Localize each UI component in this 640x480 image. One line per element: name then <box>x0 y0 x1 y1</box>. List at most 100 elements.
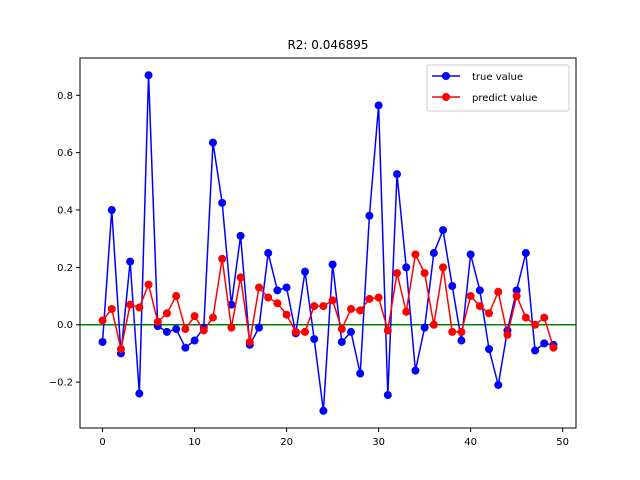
data-point-true-value <box>475 286 484 295</box>
data-point-predict-value <box>319 302 328 311</box>
data-point-predict-value <box>245 337 254 346</box>
data-point-predict-value <box>98 316 107 325</box>
data-point-true-value <box>457 336 466 345</box>
data-point-predict-value <box>494 287 503 296</box>
legend-label-predict-value: predict value <box>472 93 537 104</box>
data-point-true-value <box>429 249 438 258</box>
data-point-predict-value <box>172 292 181 301</box>
data-point-true-value <box>337 337 346 346</box>
data-point-predict-value <box>199 326 208 335</box>
plot-frame <box>79 57 577 429</box>
data-point-true-value <box>126 257 135 266</box>
data-point-predict-value <box>347 304 356 313</box>
data-point-predict-value <box>264 293 273 302</box>
y-tick-label: −0.2 <box>49 378 73 389</box>
data-point-true-value <box>254 323 263 332</box>
data-point-predict-value <box>374 293 383 302</box>
data-point-true-value <box>402 263 411 272</box>
data-point-predict-value <box>126 300 135 309</box>
data-point-predict-value <box>402 307 411 316</box>
x-tick-label: 40 <box>464 437 477 448</box>
data-point-true-value <box>282 283 291 292</box>
data-point-predict-value <box>365 294 374 303</box>
data-point-predict-value <box>448 327 457 336</box>
data-point-true-value <box>411 366 420 375</box>
legend-label-true-value: true value <box>472 72 523 83</box>
data-point-predict-value <box>383 326 392 335</box>
data-point-predict-value <box>208 313 217 322</box>
data-point-predict-value <box>135 303 144 312</box>
data-point-true-value <box>448 282 457 291</box>
data-point-predict-value <box>337 325 346 334</box>
data-point-predict-value <box>531 320 540 329</box>
x-tick-label: 0 <box>99 437 105 448</box>
data-point-predict-value <box>291 327 300 336</box>
data-point-predict-value <box>300 327 309 336</box>
data-point-predict-value <box>162 309 171 318</box>
y-tick-label: 0.4 <box>57 206 73 217</box>
data-point-true-value <box>512 286 521 295</box>
data-point-predict-value <box>475 302 484 311</box>
data-point-true-value <box>236 231 245 240</box>
data-point-true-value <box>374 101 383 110</box>
data-point-predict-value <box>153 317 162 326</box>
data-point-true-value <box>98 337 107 346</box>
axis-ticks: 0 10 20 30 40 50 −0.2 0.0 0.2 0.4 0.6 0.8 <box>49 91 569 448</box>
data-point-true-value <box>218 198 227 207</box>
data-point-predict-value <box>227 323 236 332</box>
x-tick-label: 30 <box>372 437 385 448</box>
data-point-true-value <box>521 249 530 258</box>
data-point-predict-value <box>236 273 245 282</box>
data-point-predict-value <box>116 345 125 354</box>
x-tick-label: 50 <box>556 437 569 448</box>
y-tick-label: 0.2 <box>57 263 73 274</box>
data-point-true-value <box>264 249 273 258</box>
data-point-predict-value <box>107 304 116 313</box>
data-point-predict-value <box>503 330 512 339</box>
data-point-true-value <box>310 335 319 344</box>
data-point-true-value <box>494 380 503 389</box>
data-point-true-value <box>328 260 337 269</box>
data-point-predict-value <box>485 309 494 318</box>
data-point-predict-value <box>393 269 402 278</box>
data-point-true-value <box>356 369 365 378</box>
data-point-predict-value <box>356 306 365 315</box>
x-tick-label: 20 <box>280 437 293 448</box>
data-point-predict-value <box>420 269 429 278</box>
data-point-true-value <box>531 346 540 355</box>
data-point-predict-value <box>144 280 153 289</box>
data-point-predict-value <box>540 313 549 322</box>
data-point-true-value <box>107 206 116 215</box>
data-point-true-value <box>144 71 153 80</box>
y-tick-label: 0.6 <box>57 148 73 159</box>
data-point-predict-value <box>310 302 319 311</box>
data-point-true-value <box>420 323 429 332</box>
data-point-true-value <box>393 170 402 179</box>
data-point-true-value <box>540 339 549 348</box>
data-point-true-value <box>347 327 356 336</box>
data-point-true-value <box>300 267 309 276</box>
y-tick-label: 0.8 <box>57 91 73 102</box>
legend-marker-true-value <box>442 72 450 80</box>
data-point-true-value <box>439 226 448 235</box>
data-point-true-value <box>466 250 475 259</box>
legend-marker-predict-value <box>442 93 450 101</box>
data-point-predict-value <box>181 325 190 334</box>
data-point-true-value <box>227 300 236 309</box>
data-point-predict-value <box>282 310 291 319</box>
legend-box <box>426 64 570 112</box>
data-point-true-value <box>208 138 217 147</box>
data-point-predict-value <box>411 250 420 259</box>
data-point-predict-value <box>457 327 466 336</box>
data-point-predict-value <box>466 292 475 301</box>
data-point-predict-value <box>549 343 558 352</box>
data-point-true-value <box>319 406 328 415</box>
data-point-predict-value <box>218 254 227 263</box>
data-point-true-value <box>181 343 190 352</box>
data-point-predict-value <box>254 283 263 292</box>
data-point-true-value <box>190 336 199 345</box>
data-point-predict-value <box>328 296 337 305</box>
data-point-true-value <box>485 345 494 354</box>
plot-area <box>80 71 576 415</box>
